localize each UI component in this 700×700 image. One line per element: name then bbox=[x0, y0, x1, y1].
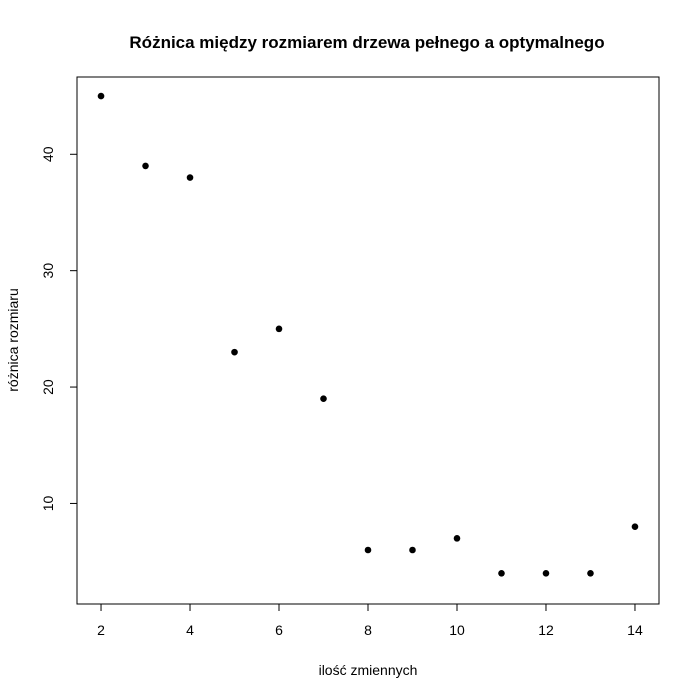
y-tick-label: 10 bbox=[40, 495, 56, 511]
x-axis-label: ilość zmiennych bbox=[319, 662, 418, 678]
data-point bbox=[542, 569, 550, 577]
x-tick-label: 12 bbox=[538, 622, 554, 638]
x-tick-label: 14 bbox=[627, 622, 643, 638]
data-points bbox=[97, 92, 639, 577]
x-tick-label: 2 bbox=[97, 622, 105, 638]
data-point bbox=[364, 546, 372, 554]
data-point bbox=[97, 92, 105, 100]
x-tick-label: 4 bbox=[186, 622, 194, 638]
data-point bbox=[142, 162, 149, 170]
plot-frame bbox=[76, 76, 660, 605]
data-point bbox=[631, 523, 639, 531]
data-point bbox=[453, 535, 461, 542]
x-tick-label: 6 bbox=[275, 622, 283, 638]
data-point bbox=[275, 325, 283, 333]
data-point bbox=[498, 569, 505, 577]
data-point bbox=[320, 395, 327, 402]
y-axis: 10 20 30 40 bbox=[40, 146, 78, 511]
x-tick-label: 10 bbox=[449, 622, 465, 638]
data-point bbox=[587, 569, 594, 577]
y-tick-label: 30 bbox=[40, 263, 56, 279]
y-axis-label: różnica rozmiaru bbox=[5, 288, 21, 391]
data-point bbox=[186, 174, 194, 181]
x-tick-label: 8 bbox=[364, 622, 372, 638]
y-tick-label: 20 bbox=[40, 379, 56, 395]
x-axis: 2 4 6 8 10 12 14 bbox=[97, 603, 643, 638]
data-point bbox=[409, 546, 416, 554]
chart-title: Różnica między rozmiarem drzewa pełnego … bbox=[129, 33, 604, 52]
data-point bbox=[231, 348, 238, 356]
y-tick-label: 40 bbox=[40, 146, 56, 162]
